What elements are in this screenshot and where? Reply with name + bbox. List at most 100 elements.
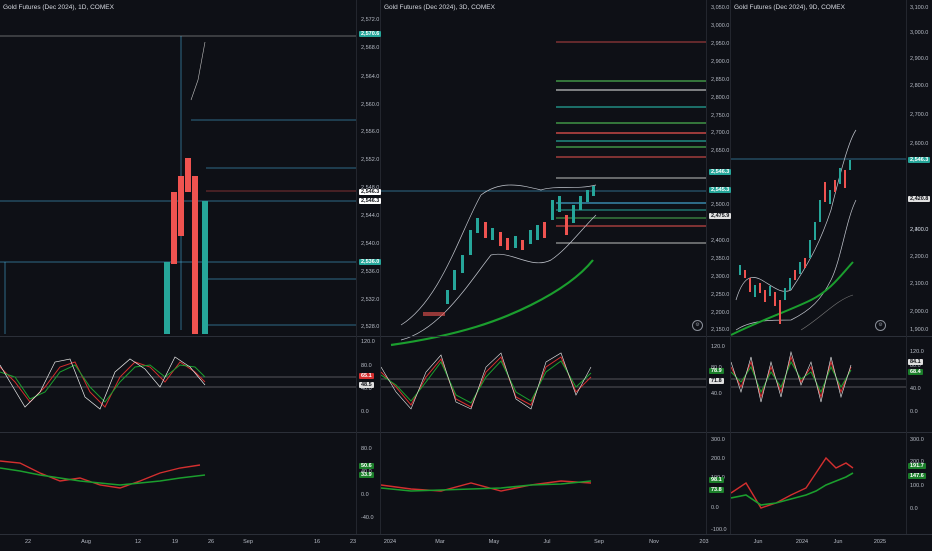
price-tick: 3,050.0 xyxy=(711,5,730,11)
osc-tick: 40.0 xyxy=(711,391,722,397)
time-label: Jun xyxy=(833,539,843,545)
price-tick: 2,200.0 xyxy=(711,310,730,316)
price-badge: 2,546.3 xyxy=(709,169,732,175)
price-tick: 2,532.0 xyxy=(361,297,380,303)
chart-panel-3d[interactable]: Gold Futures (Dec 2024), 3D, COMEX xyxy=(381,0,731,534)
price-tick: 2,200.0 xyxy=(910,254,929,260)
time-label: 2025 xyxy=(873,539,887,545)
price-tick: 2,564.0 xyxy=(361,74,380,80)
chart-canvas-3d[interactable] xyxy=(381,0,706,534)
price-tick: 2,800.0 xyxy=(910,83,929,89)
osc-badge: 191.7 xyxy=(908,463,926,469)
panel-title: Gold Futures (Dec 2024), 3D, COMEX xyxy=(384,4,495,11)
time-label: Aug xyxy=(81,539,91,545)
oscillator-pane-2[interactable] xyxy=(0,432,380,535)
osc-tick: 40.0 xyxy=(910,386,921,392)
price-tick: 2,150.0 xyxy=(711,327,730,333)
oscillator-pane-1[interactable] xyxy=(381,336,730,433)
time-label: Nov xyxy=(649,539,659,545)
price-tick: 2,400.0 xyxy=(711,238,730,244)
chart-canvas-9d[interactable] xyxy=(731,0,906,534)
price-axis-3[interactable]: 3,100.0 3,000.0 2,900.0 2,800.0 2,700.0 … xyxy=(906,0,932,534)
chart-panel-1d[interactable]: Gold Futures (Dec 2024), 1D, COMEX xyxy=(0,0,381,534)
price-axis-1[interactable]: 2,572.0 2,568.0 2,564.0 2,560.0 2,556.0 … xyxy=(356,0,382,534)
price-tick: 2,850.0 xyxy=(711,77,730,83)
price-tick: 2,572.0 xyxy=(361,17,380,23)
osc-tick: 100.0 xyxy=(910,483,924,489)
osc-tick: 200.0 xyxy=(910,459,924,465)
osc-badge: 50.6 xyxy=(359,463,374,469)
time-label: 12 xyxy=(134,539,142,545)
osc-badge: 73.8 xyxy=(709,487,724,493)
settings-icon[interactable]: ⚙ xyxy=(875,320,886,331)
price-tick: 2,552.0 xyxy=(361,157,380,163)
time-label: 2024 xyxy=(383,539,397,545)
price-tick: 2,700.0 xyxy=(910,112,929,118)
price-badge: 2,546.3 xyxy=(908,157,931,163)
osc-tick: 0.0 xyxy=(910,409,918,415)
osc-badge: 65.1 xyxy=(359,373,374,379)
osc-tick: 120.0 xyxy=(361,339,375,345)
price-tick: 2,548.0 xyxy=(361,185,380,191)
price-tick: 2,536.0 xyxy=(361,269,380,275)
settings-icon[interactable]: ⚙ xyxy=(692,320,703,331)
price-tick: 2,568.0 xyxy=(361,45,380,51)
osc-badge: 33.9 xyxy=(359,472,374,478)
price-tick: 2,540.0 xyxy=(361,241,380,247)
price-tick: 2,400.0 xyxy=(910,227,929,233)
oscillator-pane-2[interactable] xyxy=(731,432,932,535)
price-tick: 2,000.0 xyxy=(910,309,929,315)
time-label: Jun xyxy=(753,539,763,545)
osc-badge: 68.4 xyxy=(908,369,923,375)
time-label: 23 xyxy=(349,539,357,545)
osc-badge: 78.9 xyxy=(709,368,724,374)
price-tick: 2,560.0 xyxy=(361,102,380,108)
price-tick: 3,000.0 xyxy=(910,30,929,36)
osc-badge: 48.5 xyxy=(359,382,374,388)
price-tick: 2,900.0 xyxy=(711,59,730,65)
price-axis-2[interactable]: 3,050.0 3,000.0 2,950.0 2,900.0 2,850.0 … xyxy=(706,0,732,534)
price-tick: 2,250.0 xyxy=(711,292,730,298)
time-label: 16 xyxy=(313,539,321,545)
time-label: 22 xyxy=(24,539,32,545)
time-label: Sep xyxy=(243,539,253,545)
osc-tick: 40.0 xyxy=(361,386,372,392)
price-tick: 2,556.0 xyxy=(361,129,380,135)
price-tick: 2,800.0 xyxy=(711,95,730,101)
chart-canvas-1d[interactable] xyxy=(0,0,381,534)
panel-title: Gold Futures (Dec 2024), 9D, COMEX xyxy=(734,4,845,11)
osc-badge: 147.6 xyxy=(908,473,926,479)
oscillator-pane-1[interactable] xyxy=(731,336,932,433)
osc-tick: -100.0 xyxy=(711,527,727,533)
price-tick: 2,300.0 xyxy=(910,227,929,233)
osc-tick: 120.0 xyxy=(711,344,725,350)
price-tick: 2,750.0 xyxy=(711,113,730,119)
osc-tick: -40.0 xyxy=(361,515,374,521)
price-tick: 2,500.0 xyxy=(711,202,730,208)
chart-panel-9d[interactable]: Gold Futures (Dec 2024), 9D, COMEX xyxy=(731,0,932,534)
price-tick: 2,900.0 xyxy=(910,56,929,62)
price-tick: 3,000.0 xyxy=(711,23,730,29)
osc-tick: 0.0 xyxy=(361,409,369,415)
time-label: 2024 xyxy=(795,539,809,545)
price-badge: 2,546.3 xyxy=(359,189,382,195)
osc-tick: 0.0 xyxy=(910,506,918,512)
time-axis[interactable]: 22 Aug 12 19 26 Sep 16 23 2024 Mar May J… xyxy=(0,534,932,551)
oscillator-pane-1[interactable] xyxy=(0,336,380,433)
price-badge: 2,475.9 xyxy=(709,213,732,219)
osc-badge: 98.1 xyxy=(709,477,724,483)
price-badge: 2,420.8 xyxy=(908,196,931,202)
price-tick: 3,100.0 xyxy=(910,5,929,11)
price-tick: 1,900.0 xyxy=(910,327,929,333)
oscillator-pane-2[interactable] xyxy=(381,432,730,535)
osc-tick: 120.0 xyxy=(910,349,924,355)
osc-tick: 200.0 xyxy=(711,456,725,462)
price-badge: 2,545.3 xyxy=(709,187,732,193)
osc-badge: 71.8 xyxy=(709,378,724,384)
time-label: 203 xyxy=(699,539,709,545)
time-label: Jul xyxy=(543,539,551,545)
price-tick: 2,950.0 xyxy=(711,41,730,47)
time-label: 19 xyxy=(171,539,179,545)
price-tick: 2,300.0 xyxy=(711,274,730,280)
time-label: Mar xyxy=(435,539,445,545)
